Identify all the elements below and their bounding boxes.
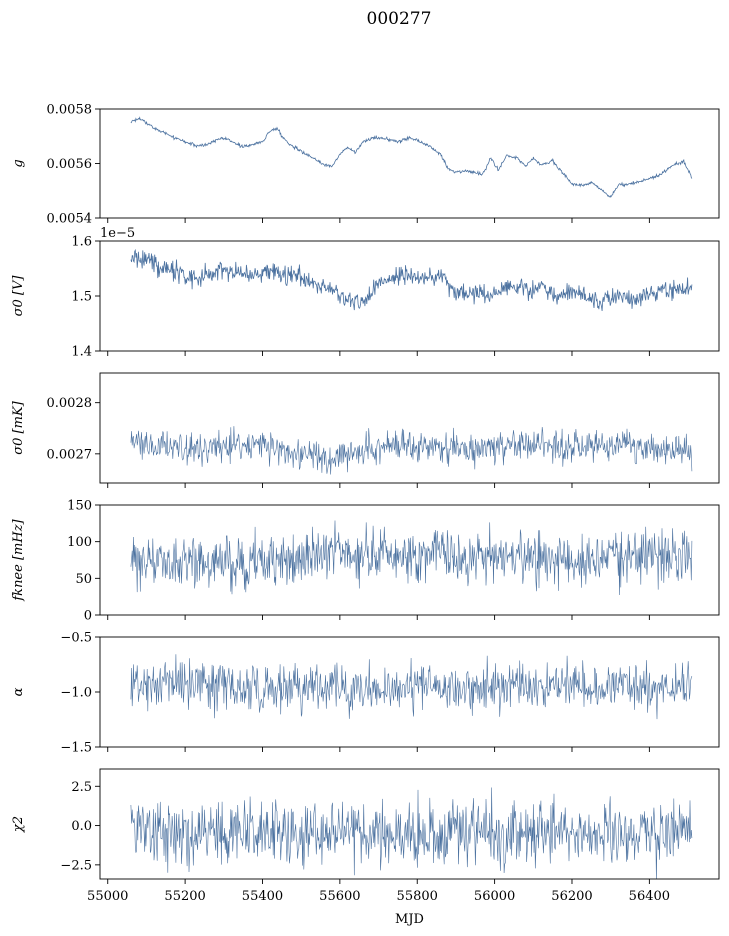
panel-sigma0-volts: σ0 [V] 1e−5 1.4 1.5 1.6: [11, 226, 720, 360]
y-tick-label: 100: [67, 535, 92, 550]
y-tick-label: 0.0054: [47, 212, 93, 227]
y-tick-label: 0.0056: [47, 157, 93, 172]
panel-alpha: α −1.5 −1.0 −0.5: [11, 631, 720, 756]
y-axis-label: σ0 [V]: [11, 275, 26, 317]
series-line: [130, 654, 693, 720]
y-axis-label: g: [11, 159, 26, 167]
axes-frame: [99, 108, 720, 219]
y-tick-label: −1.0: [60, 686, 92, 701]
panel-chi2: χ2 MJD −2.5 0.0 2.5 55000 55200 55400 55600 558…: [11, 768, 720, 927]
y-tick-label: −2.5: [60, 858, 92, 873]
series-line: [130, 426, 693, 475]
y-tick-label: 0: [84, 609, 92, 624]
plot-area: [130, 248, 693, 312]
y-tick-label: 0.0058: [47, 103, 93, 118]
plot-area: [130, 426, 693, 475]
panel-fknee: fknee [mHz] 0 50 100 150: [11, 499, 720, 624]
x-tick-label: 55600: [319, 889, 360, 904]
axes-frame: [99, 504, 720, 616]
plot-area: [130, 654, 693, 720]
x-tick-label: 56000: [474, 889, 515, 904]
panel-sigma0-mk: σ0 [mK] 0.0027 0.0028: [11, 372, 720, 488]
y-tick-label: −1.5: [60, 741, 92, 756]
x-tick-label: 56400: [629, 889, 670, 904]
axes-frame: [99, 768, 720, 880]
y-tick-label: 2.5: [71, 780, 92, 795]
y-tick-label: 0.0: [71, 819, 92, 834]
y-tick-label: −0.5: [60, 631, 92, 646]
y-axis-label: α: [11, 687, 26, 696]
y-tick-label: 0.0027: [47, 447, 93, 462]
plot-area: [130, 787, 693, 879]
x-tick-label: 56200: [551, 889, 592, 904]
y-offset-label: 1e−5: [100, 226, 135, 241]
y-tick-label: 50: [75, 572, 92, 587]
x-tick-label: 55400: [242, 889, 283, 904]
y-tick-label: 150: [67, 499, 92, 514]
y-tick-label: 1.6: [71, 235, 92, 250]
x-tick-label: 55200: [164, 889, 205, 904]
figure-title: 000277: [367, 9, 432, 29]
y-axis-label: χ2: [11, 816, 26, 833]
axes-frame: [99, 240, 720, 352]
y-axis-label: fknee [mHz]: [11, 518, 26, 601]
series-line: [130, 520, 693, 596]
y-tick-label: 1.4: [71, 345, 92, 360]
plot-area: [130, 520, 693, 596]
plot-area: [130, 116, 693, 198]
y-axis-label: σ0 [mK]: [11, 400, 26, 454]
y-tick-label: 0.0028: [47, 396, 93, 411]
x-tick-label: 55000: [87, 889, 128, 904]
series-line: [130, 787, 693, 879]
x-axis-label: MJD: [395, 912, 424, 927]
axes-frame: [99, 372, 720, 484]
series-line: [130, 116, 693, 198]
panel-gain: g 0.0054 0.0056 0.0058: [11, 103, 720, 227]
series-line: [130, 248, 693, 312]
x-tick-label: 55800: [397, 889, 438, 904]
y-tick-label: 1.5: [71, 290, 92, 305]
